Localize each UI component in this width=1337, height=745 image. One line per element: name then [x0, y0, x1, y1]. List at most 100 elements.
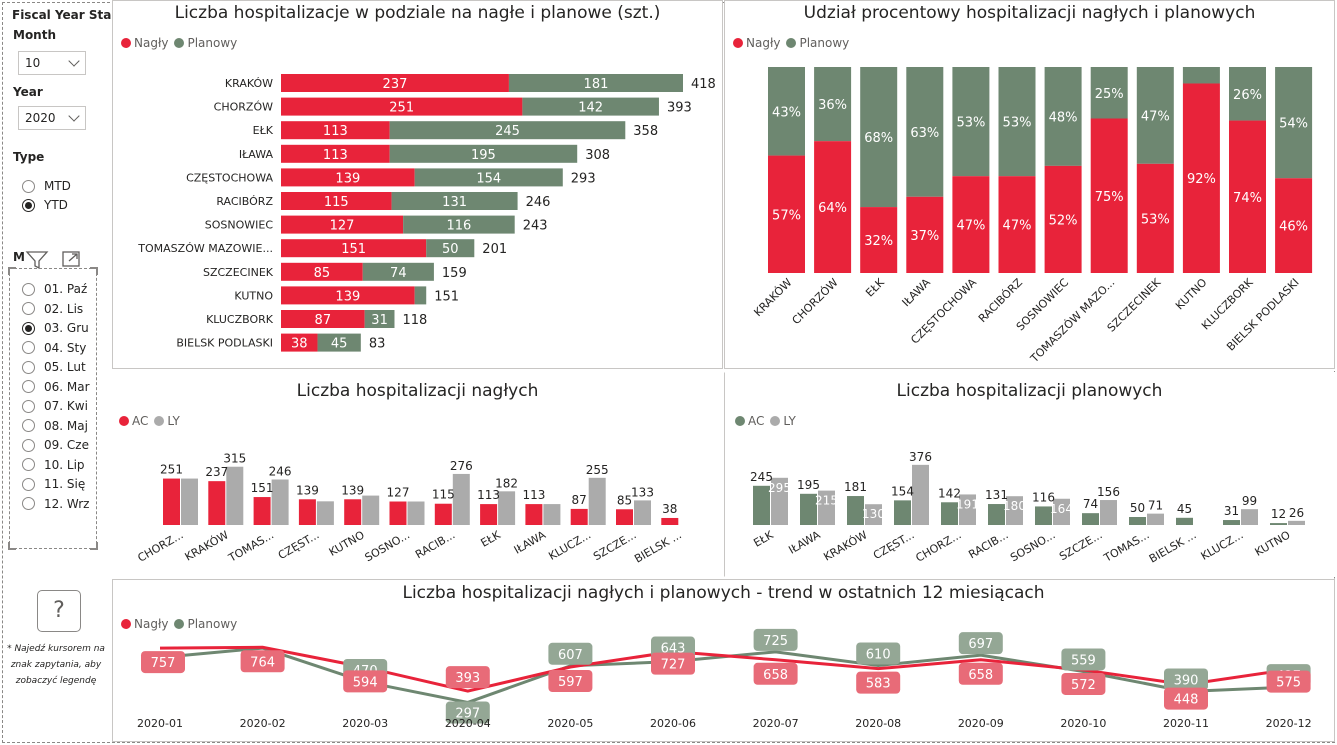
bar-ac[interactable]: [163, 478, 180, 525]
bar-ly[interactable]: [1053, 498, 1070, 525]
resize-handle[interactable]: [90, 267, 98, 275]
bar-ac[interactable]: [988, 504, 1005, 525]
bar-nagly[interactable]: [281, 215, 404, 234]
bar-planowy[interactable]: [414, 168, 563, 187]
bar-ac[interactable]: [1270, 523, 1287, 525]
legend-item-planowy[interactable]: Planowy: [174, 617, 237, 631]
help-button[interactable]: ?: [37, 590, 81, 632]
bar-ac[interactable]: [800, 493, 817, 525]
bar-ly[interactable]: [1100, 500, 1117, 525]
bar-ac[interactable]: [525, 504, 543, 525]
bar-nagly[interactable]: [1182, 83, 1220, 273]
bar-ac[interactable]: [941, 502, 958, 525]
bar-nagly[interactable]: [1229, 120, 1266, 273]
bar-ly[interactable]: [634, 500, 651, 525]
month-option[interactable]: 08. Maj: [22, 419, 88, 433]
bar-planowy[interactable]: [362, 262, 434, 281]
bar-nagly[interactable]: [281, 144, 390, 163]
bar-ly[interactable]: [271, 479, 289, 525]
bar-planowy[interactable]: [952, 67, 990, 177]
bar-nagly[interactable]: [281, 262, 363, 281]
bar-ac[interactable]: [570, 508, 588, 525]
bar-ly[interactable]: [818, 490, 835, 525]
bar-ac[interactable]: [847, 496, 864, 525]
month-option[interactable]: 01. Paź: [22, 282, 87, 296]
month-option[interactable]: 03. Gru: [22, 321, 89, 335]
bar-ly[interactable]: [959, 494, 976, 525]
bar-ac[interactable]: [616, 509, 633, 525]
month-option[interactable]: 09. Cze: [22, 438, 89, 452]
bar-planowy[interactable]: [814, 67, 852, 142]
month-option[interactable]: 05. Lut: [22, 360, 86, 374]
bar-ac[interactable]: [894, 500, 911, 525]
bar-nagly[interactable]: [281, 310, 365, 328]
bar-planowy[interactable]: [1090, 67, 1128, 119]
bar-ac[interactable]: [753, 485, 770, 525]
bar-ac[interactable]: [1129, 517, 1146, 525]
legend-item-ly[interactable]: LY: [770, 414, 796, 428]
bar-nagly[interactable]: [1275, 178, 1313, 273]
bar-ac[interactable]: [480, 504, 498, 525]
bar-ac[interactable]: [298, 499, 316, 525]
bar-planowy[interactable]: [317, 333, 361, 352]
bar-nagly[interactable]: [952, 176, 990, 273]
bar-nagly[interactable]: [281, 74, 509, 92]
legend-item-ly[interactable]: LY: [154, 414, 180, 428]
bar-planowy[interactable]: [1044, 67, 1082, 166]
bar-nagly[interactable]: [906, 196, 944, 273]
bar-planowy[interactable]: [414, 286, 427, 305]
bar-nagly[interactable]: [281, 192, 392, 210]
bar-ac[interactable]: [434, 503, 452, 525]
bar-ly[interactable]: [865, 504, 882, 525]
bar-planowy[interactable]: [860, 67, 898, 208]
bar-ac[interactable]: [389, 501, 407, 525]
type-option-ytd[interactable]: YTD: [22, 198, 68, 212]
month-option[interactable]: 06. Mar: [22, 380, 90, 394]
bar-ac[interactable]: [253, 497, 271, 525]
bar-nagly[interactable]: [281, 168, 415, 187]
bar-ac[interactable]: [1082, 513, 1099, 525]
bar-ac[interactable]: [1223, 520, 1240, 525]
bar-ly[interactable]: [452, 473, 470, 525]
bar-planowy[interactable]: [1229, 67, 1266, 121]
bar-nagly[interactable]: [814, 141, 852, 273]
month-option[interactable]: 04. Sty: [22, 341, 86, 355]
legend-item-nagly[interactable]: Nagły: [121, 617, 168, 631]
bar-ac[interactable]: [344, 499, 362, 525]
bar-nagly[interactable]: [1136, 163, 1174, 273]
bar-nagly[interactable]: [281, 239, 427, 258]
bar-ly[interactable]: [498, 491, 516, 525]
month-option[interactable]: 07. Kwi: [22, 399, 88, 413]
bar-planowy[interactable]: [391, 192, 518, 210]
bar-ly[interactable]: [362, 495, 380, 525]
bar-planowy[interactable]: [364, 310, 395, 328]
legend-item-nagly[interactable]: Nagły: [121, 36, 168, 50]
bar-ly[interactable]: [912, 464, 929, 525]
bar-nagly[interactable]: [281, 97, 523, 116]
legend-item-planowy[interactable]: Planowy: [786, 36, 849, 50]
bar-ac[interactable]: [661, 517, 679, 525]
bar-nagly[interactable]: [281, 286, 415, 305]
resize-handle[interactable]: [8, 267, 16, 275]
bar-ly[interactable]: [181, 478, 198, 525]
bar-ly[interactable]: [226, 466, 244, 525]
filter-icon[interactable]: [25, 251, 49, 270]
bar-nagly[interactable]: [998, 176, 1036, 273]
month-option[interactable]: 11. Się: [22, 477, 85, 491]
bar-planowy[interactable]: [1136, 67, 1174, 164]
bar-nagly[interactable]: [768, 155, 805, 273]
legend-item-ac[interactable]: AC: [735, 414, 764, 428]
month-option[interactable]: 10. Lip: [22, 458, 85, 472]
bar-ly[interactable]: [1006, 496, 1023, 525]
bar-planowy[interactable]: [768, 67, 805, 156]
bar-ac[interactable]: [1035, 506, 1052, 525]
bar-ly[interactable]: [1147, 513, 1164, 525]
bar-nagly[interactable]: [1044, 165, 1082, 273]
bar-planowy[interactable]: [1182, 67, 1220, 84]
bar-ly[interactable]: [771, 477, 788, 525]
bar-ly[interactable]: [1241, 509, 1258, 525]
resize-handle[interactable]: [90, 542, 98, 550]
bar-ac[interactable]: [1176, 517, 1193, 525]
bar-ly[interactable]: [588, 477, 606, 525]
legend-item-ac[interactable]: AC: [119, 414, 148, 428]
